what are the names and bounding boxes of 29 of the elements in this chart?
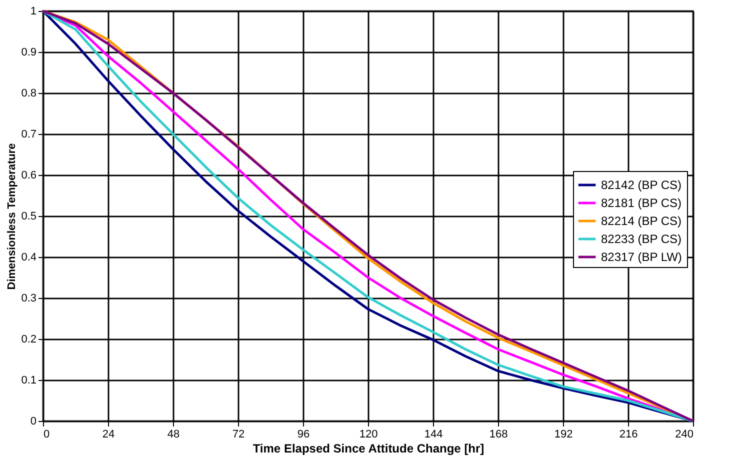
x-axis-title: Time Elapsed Since Attitude Change [hr]	[252, 442, 484, 456]
legend-label: 82181 (BP CS)	[601, 196, 682, 210]
y-tick-label: 0.3	[21, 292, 36, 304]
y-tick-label: 0.2	[21, 334, 36, 346]
legend-label: 82142 (BP CS)	[601, 178, 682, 192]
legend-label: 82317 (BP LW)	[601, 250, 682, 264]
y-tick-label: 0.4	[21, 252, 36, 264]
x-tick-label: 240	[675, 428, 694, 440]
x-tick-label: 24	[102, 428, 115, 440]
x-tick-label: 168	[489, 428, 508, 440]
x-tick-label: 192	[554, 428, 573, 440]
y-tick-label: 0.9	[21, 46, 36, 58]
x-tick-label: 72	[232, 428, 245, 440]
y-tick-label: 1	[30, 6, 36, 18]
x-tick-label: 48	[167, 428, 180, 440]
x-tick-label: 216	[619, 428, 638, 440]
y-tick-label: 0	[30, 416, 36, 428]
y-tick-label: 0.7	[21, 128, 36, 140]
legend-label: 82233 (BP CS)	[601, 232, 682, 246]
y-tick-label: 0.1	[21, 374, 36, 386]
y-tick-label: 0.6	[21, 170, 36, 182]
y-tick-label: 0.5	[21, 210, 36, 222]
x-tick-label: 0	[44, 428, 50, 440]
y-axis-title: Dimensionless Temperature	[6, 143, 18, 290]
y-tick-label: 0.8	[21, 88, 36, 100]
x-tick-label: 120	[359, 428, 378, 440]
legend-label: 82214 (BP CS)	[601, 214, 682, 228]
x-tick-label: 96	[297, 428, 310, 440]
x-tick-label: 144	[424, 428, 443, 440]
